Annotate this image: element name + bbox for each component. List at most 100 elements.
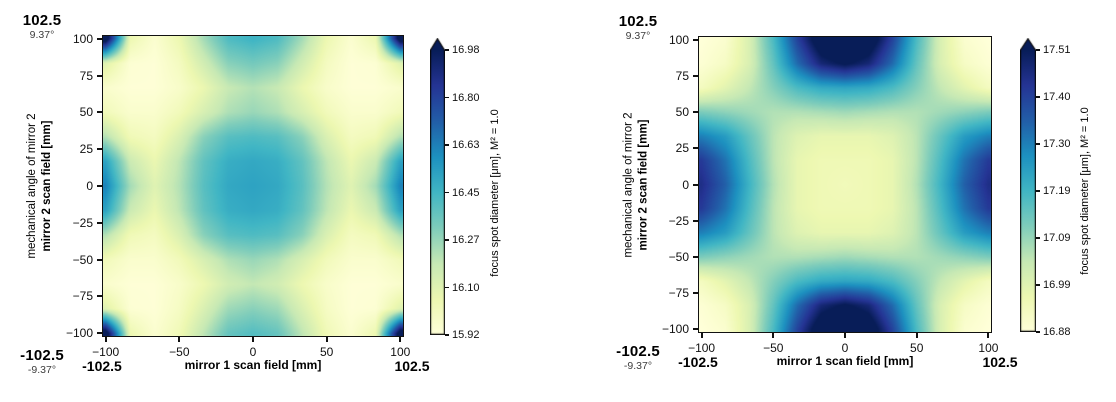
colorbar-tick-label: 15.92 [452,329,480,341]
y-tick-mark [693,255,698,258]
colorbar-tick-label: 17.09 [1043,232,1071,244]
colorbar-tick-label: 17.19 [1043,185,1071,197]
y-tick-label: −25 [668,213,689,228]
y-tick-label: 0 [86,179,93,193]
y-tick-label: 50 [79,105,93,120]
colorbar-tick-mark [445,96,449,99]
x-tick-mark [700,333,703,338]
x-tick-label: 50 [319,345,334,359]
x-tick-mark [252,337,254,342]
y-tick-mark [693,328,698,331]
scan-field-extent-value: -102.5 [20,347,64,364]
y-tick-mark [693,111,698,114]
y-tick-label: −100 [65,326,93,341]
x-tick-mark [844,333,846,338]
x-tick-mark [772,333,775,338]
x-tick-mark [915,333,918,338]
colorbar-tick-mark [445,286,449,289]
y-tick-label: 25 [79,142,93,157]
y-tick-mark [693,219,698,222]
y-axis-label-line1: mechanical angle of mirror 2 [622,111,634,258]
colorbar-tick-label: 17.51 [1043,44,1071,56]
x-axis-label: mirror 1 scan field [mm] [776,354,914,368]
y-tick-label: 100 [72,31,93,46]
x-tick-label: −50 [763,341,784,355]
y-tick-mark [97,148,102,151]
colorbar-tick-mark [1036,190,1040,192]
y-tick-label: −75 [668,286,689,301]
y-tick-mark [693,183,698,186]
mechanical-angle-value: -9.37° [27,363,57,376]
y-tick-label: −75 [72,289,93,304]
scan-field-extent-value: 102.5 [618,13,658,30]
colorbar-tick-label: 16.63 [452,139,480,151]
colorbar-tick-mark [445,144,449,146]
x-tick-label: 0 [249,345,257,359]
x-tick-mark [987,333,990,338]
colorbar-tick-label: 16.27 [452,234,480,246]
colorbar-tick-mark [445,334,449,336]
colorbar-tick-label: 16.10 [452,281,480,294]
y-tick-label: 25 [675,141,689,156]
colorbar-tick-mark [445,239,449,241]
y-tick-label: −50 [668,249,689,264]
x-extent-max-label: 102.5 [982,354,1018,370]
y-tick-label: −25 [72,215,93,230]
figure-left-heatmap: 102.5 9.37° -102.5 -9.37° mechanical ang… [2,12,501,377]
scan-extent-annotation-bottom-left: -102.5 -9.37° [598,343,678,373]
x-extent-min-label: -102.5 [678,354,718,370]
mechanical-angle-value: 9.37° [625,29,651,42]
scan-extent-annotation-bottom-left: -102.5 -9.37° [2,347,82,377]
y-tick-mark [97,111,102,114]
heatmap-plot-area [102,35,404,337]
colorbar-tick-mark [1036,143,1040,145]
scan-field-extent-value: -102.5 [616,343,660,360]
x-extent-max-label: 102.5 [394,358,430,374]
x-tick-label: 100 [978,341,999,355]
colorbar-tick-label: 17.30 [1043,138,1071,150]
x-tick-label: 0 [841,341,849,355]
mechanical-angle-value: -9.37° [623,359,653,372]
colorbar-tick-mark [1036,49,1040,51]
scan-extent-annotation-top-left: 102.5 9.37° [2,12,82,42]
y-tick-label: 75 [675,68,689,83]
y-tick-mark [693,147,698,150]
scan-field-extent-value: 102.5 [22,12,62,29]
heatmap-plot-area [698,36,992,333]
y-tick-label: 0 [682,177,689,192]
x-tick-mark [399,337,402,342]
x-tick-mark [104,337,107,342]
y-tick-mark [693,38,698,41]
x-tick-mark [178,337,181,342]
x-tick-label: −100 [92,345,120,359]
x-tick-label: 100 [390,345,411,359]
y-tick-label: −100 [661,322,689,337]
y-tick-mark [97,221,102,224]
colorbar [1020,38,1036,332]
colorbar-tick-label: 16.80 [452,91,480,104]
x-extent-min-label: -102.5 [82,358,122,374]
colorbar-tick-label: 16.45 [452,186,480,199]
x-axis-label: mirror 1 scan field [mm] [184,358,322,372]
colorbar-tick-label: 17.40 [1043,91,1071,103]
y-axis-label-line1: mechanical angle of mirror 2 [26,113,38,259]
heatmap-canvas [102,35,404,337]
colorbar-tick-mark [1036,284,1040,286]
colorbar-tick-mark [445,191,449,194]
mechanical-angle-value: 9.37° [29,28,55,41]
colorbar-tick-label: 16.98 [452,44,480,56]
x-tick-label: 50 [910,341,924,355]
colorbar-tick-label: 16.88 [1043,326,1071,338]
colorbar-tick-label: 16.99 [1043,279,1071,291]
colorbar-tick-mark [1036,96,1040,98]
colorbar-tick-mark [445,49,449,51]
y-tick-mark [97,258,102,261]
x-tick-mark [325,337,328,342]
colorbar [430,38,445,335]
y-tick-mark [97,332,102,335]
figure-right-heatmap: 102.5 9.37° -102.5 -9.37° mechanical ang… [558,0,1116,402]
colorbar-tick-mark [1036,331,1040,333]
y-tick-mark [97,74,102,77]
y-tick-label: 50 [675,105,689,120]
